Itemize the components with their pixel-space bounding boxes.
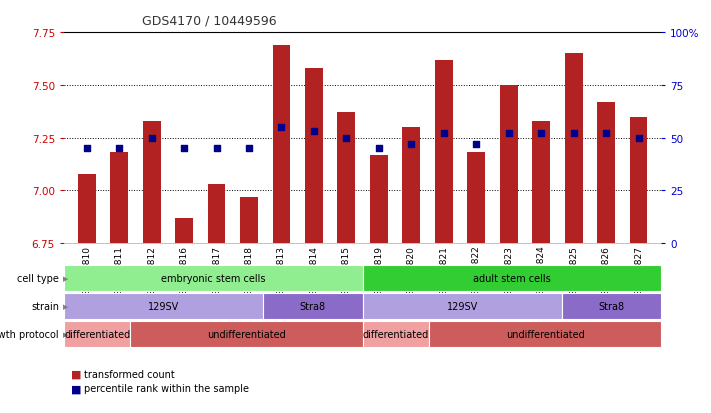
Point	[341, 135, 352, 142]
Text: embryonic stem cells: embryonic stem cells	[161, 273, 265, 283]
Bar	[77, 174, 96, 244]
Text: undifferentiated: undifferentiated	[506, 329, 584, 339]
Bar	[629, 117, 648, 244]
Point	[535, 131, 547, 138]
Point	[178, 146, 190, 152]
Text: GDS4170 / 10449596: GDS4170 / 10449596	[142, 14, 277, 27]
Bar	[305, 69, 323, 244]
Text: adult stem cells: adult stem cells	[473, 273, 551, 283]
Text: ▶: ▶	[63, 303, 68, 309]
Text: ■: ■	[71, 369, 82, 379]
Bar	[597, 102, 615, 244]
Text: ■: ■	[71, 383, 82, 393]
Point	[503, 131, 514, 138]
Bar	[533, 121, 550, 244]
Text: transformed count: transformed count	[84, 369, 175, 379]
Point	[114, 146, 125, 152]
Bar	[208, 185, 225, 244]
Bar	[110, 153, 128, 244]
Point	[211, 146, 223, 152]
Bar	[565, 54, 582, 244]
Text: strain: strain	[31, 301, 59, 311]
Text: 129SV: 129SV	[447, 301, 478, 311]
Text: ▶: ▶	[63, 331, 68, 337]
Bar	[370, 155, 387, 244]
Point	[405, 141, 417, 148]
Point	[438, 131, 449, 138]
Point	[309, 129, 320, 135]
Text: differentiated: differentiated	[363, 329, 429, 339]
Bar	[338, 113, 356, 244]
Bar	[500, 86, 518, 244]
Point	[276, 125, 287, 131]
Text: cell type: cell type	[17, 273, 59, 283]
Text: Stra8: Stra8	[599, 301, 624, 311]
Bar	[175, 218, 193, 244]
Text: 129SV: 129SV	[148, 301, 179, 311]
Text: undifferentiated: undifferentiated	[207, 329, 286, 339]
Bar	[435, 60, 453, 244]
Bar	[240, 197, 258, 244]
Point	[600, 131, 611, 138]
Text: growth protocol: growth protocol	[0, 329, 59, 339]
Bar	[272, 46, 290, 244]
Bar	[402, 128, 420, 244]
Point	[243, 146, 255, 152]
Text: percentile rank within the sample: percentile rank within the sample	[84, 383, 249, 393]
Point	[146, 135, 157, 142]
Text: ▶: ▶	[63, 275, 68, 281]
Point	[81, 146, 92, 152]
Text: differentiated: differentiated	[64, 329, 130, 339]
Bar	[143, 121, 161, 244]
Bar	[467, 153, 485, 244]
Text: Stra8: Stra8	[300, 301, 326, 311]
Point	[471, 141, 482, 148]
Point	[373, 146, 385, 152]
Point	[568, 131, 579, 138]
Point	[633, 135, 644, 142]
